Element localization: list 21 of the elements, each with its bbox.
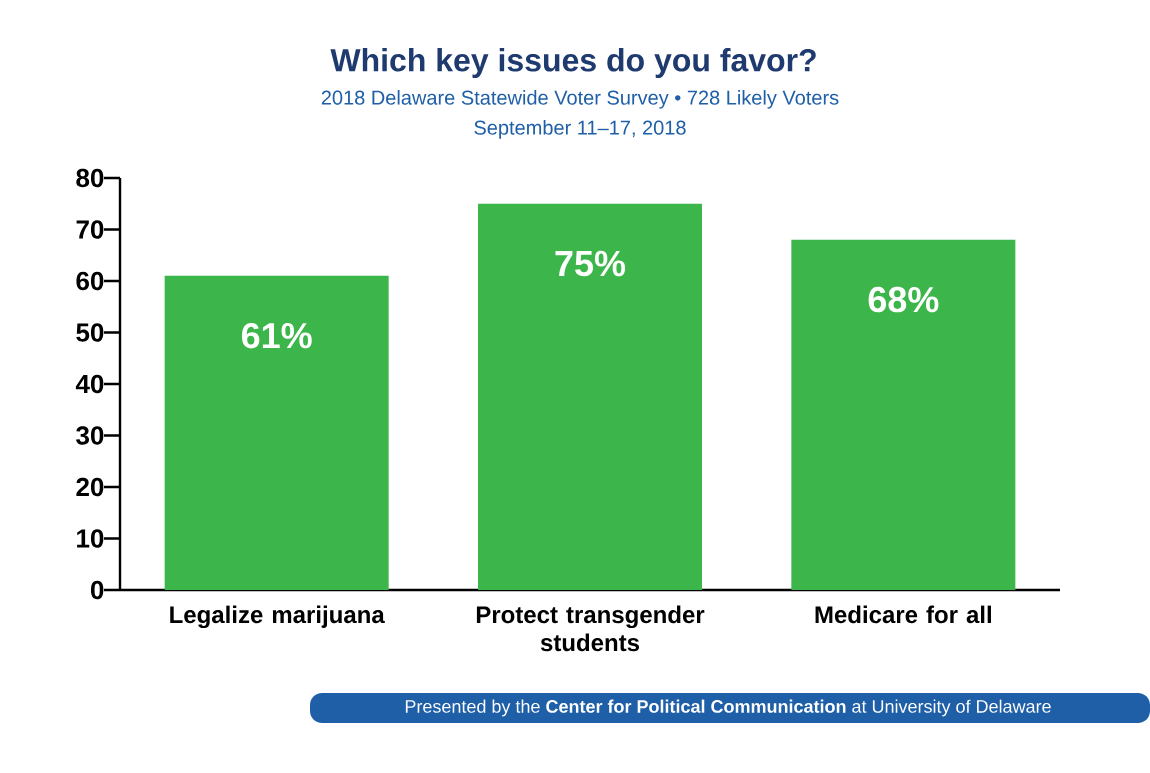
y-tick-label: 10: [77, 529, 104, 548]
x-tick-label: Legalize marijuana: [170, 605, 385, 629]
y-tick-label: 40: [75, 374, 104, 394]
y-tick-label: 0: [90, 580, 104, 600]
y-tick-label: 80: [76, 168, 104, 188]
x-tick-label: Protect transgender students: [476, 605, 705, 652]
data-label: 75%: [555, 250, 626, 277]
y-tick-label: 70: [76, 220, 104, 239]
chart-subtitle: 2018 Delaware Statewide Voter Survey • 728 Likely Voters September 11–17, 2018: [321, 90, 839, 139]
data-label: 68%: [868, 286, 939, 313]
data-label: 61%: [241, 322, 312, 349]
x-tick-label: Medicare for all: [815, 605, 991, 624]
bar: [791, 239, 1016, 590]
y-tick-label: 20: [76, 477, 104, 497]
bar: [478, 203, 703, 590]
y-tick-label: 50: [76, 323, 104, 342]
text: Presented by the Center for Political Communication at University of Delaware: [405, 699, 1051, 717]
bar: [164, 275, 389, 590]
y-tick-label: 60: [76, 271, 104, 291]
chart-title: Which key issues do you favor?: [330, 48, 816, 78]
y-tick-label: 30: [76, 426, 104, 445]
